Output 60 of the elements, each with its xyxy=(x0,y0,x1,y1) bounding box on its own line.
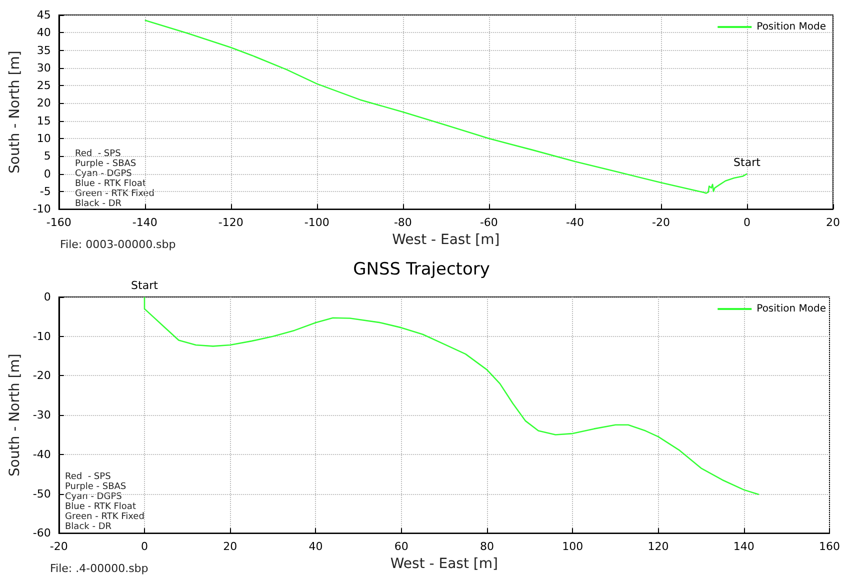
y-tick-label: -30 xyxy=(32,408,51,422)
y-tick-label: -10 xyxy=(32,330,51,343)
annotation: Blue - RTK Float xyxy=(65,502,136,512)
annotation: Start xyxy=(131,279,159,292)
annotation: Black - DR xyxy=(65,522,112,532)
x-tick-label: -140 xyxy=(132,216,158,230)
x-axis-title: West - East [m] xyxy=(392,232,500,248)
x-tick-label: -20 xyxy=(652,216,670,230)
x-tick-label: 20 xyxy=(223,540,238,554)
x-tick-label: -100 xyxy=(304,216,330,230)
x-tick-label: 40 xyxy=(308,540,323,554)
x-tick-label: 120 xyxy=(648,540,669,554)
y-tick-label: 5 xyxy=(44,150,51,163)
y-tick-label: -50 xyxy=(32,487,51,500)
annotation: Blue - RTK Float xyxy=(75,179,146,189)
y-tick-label: 40 xyxy=(36,26,51,40)
y-tick-label: -60 xyxy=(32,526,51,540)
x-tick-label: -120 xyxy=(218,216,244,230)
x-axis-title: West - East [m] xyxy=(390,556,498,572)
annotation: Red - SPS xyxy=(75,149,122,159)
y-tick-label: 35 xyxy=(36,44,51,57)
x-tick-label: 60 xyxy=(394,540,408,554)
x-tick-label: -160 xyxy=(46,216,72,230)
x-tick-label: 140 xyxy=(733,540,754,554)
x-tick-label: 160 xyxy=(819,540,840,554)
annotation: Green - RTK Fixed xyxy=(65,512,144,522)
y-tick-label: -40 xyxy=(32,448,51,461)
annotation: Cyan - DGPS xyxy=(65,492,122,502)
legend-label: Position Mode xyxy=(756,304,826,314)
y-tick-label: 30 xyxy=(36,61,51,74)
x-tick-label: 80 xyxy=(480,540,494,554)
annotation: Black - DR xyxy=(75,199,122,209)
y-tick-label: 25 xyxy=(36,79,51,92)
x-tick-label: 100 xyxy=(562,540,584,554)
x-tick-label: -60 xyxy=(480,216,498,230)
y-axis-title: South - North [m] xyxy=(7,354,23,476)
text: File: .4-00000.sbp xyxy=(50,562,148,575)
y-tick-label: 10 xyxy=(36,132,51,146)
annotation: Purple - SBAS xyxy=(65,482,126,492)
annotation: Start xyxy=(734,156,762,169)
x-tick-label: 0 xyxy=(743,216,750,230)
text: File: 0003-00000.sbp xyxy=(60,238,176,251)
legend-label: Position Mode xyxy=(756,22,826,32)
x-tick-label: 0 xyxy=(140,540,148,554)
y-tick-label: 0 xyxy=(44,290,51,304)
annotation: Red - SPS xyxy=(65,472,112,482)
annotation: Cyan - DGPS xyxy=(75,169,132,179)
x-tick-label: 20 xyxy=(826,216,840,230)
y-axis-title: South - North [m] xyxy=(7,50,23,174)
annotation: Purple - SBAS xyxy=(75,159,136,169)
chart-title: GNSS Trajectory xyxy=(353,260,490,280)
y-tick-label: -5 xyxy=(40,184,51,198)
y-tick-label: -10 xyxy=(32,202,51,216)
y-tick-label: -20 xyxy=(32,369,51,382)
x-tick-label: -40 xyxy=(566,216,584,230)
y-tick-label: 20 xyxy=(36,96,51,110)
y-tick-label: 15 xyxy=(36,114,51,128)
y-tick-label: 45 xyxy=(36,8,51,22)
y-tick-label: 0 xyxy=(44,167,51,180)
x-tick-label: -80 xyxy=(394,216,412,230)
